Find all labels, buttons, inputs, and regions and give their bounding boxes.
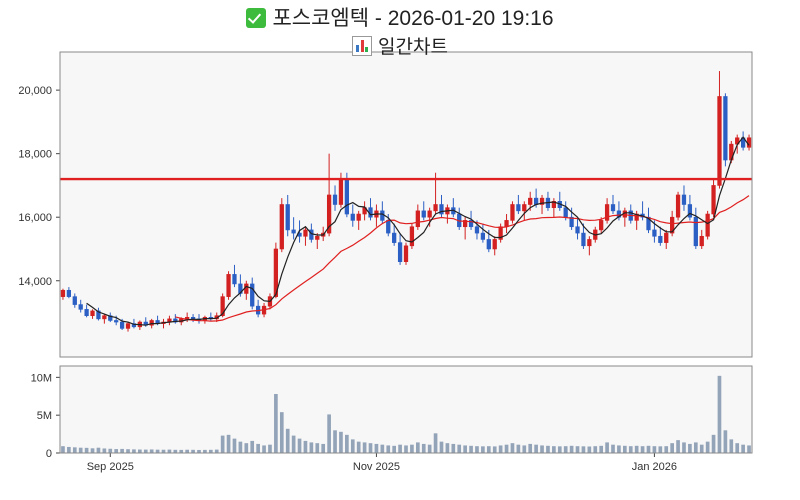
- bar-chart-icon: [352, 36, 373, 62]
- x-axis-tick-label: Nov 2025: [353, 461, 400, 473]
- price-axis-tick-label: 16,000: [18, 212, 52, 224]
- volume-axis-tick-label: 5M: [37, 410, 52, 422]
- volume-axis-tick-label: 0: [46, 448, 52, 460]
- price-axis-tick-label: 14,000: [18, 276, 52, 288]
- page-subtitle: 일간차트: [0, 32, 800, 62]
- price-axis-tick-label: 20,000: [18, 85, 52, 97]
- title-text: 포스코엠텍 - 2026-01-20 19:16: [272, 7, 554, 30]
- green-check-icon: [246, 8, 267, 34]
- price-axis-tick-label: 18,000: [18, 149, 52, 161]
- x-axis-tick-label: Sep 2025: [87, 461, 134, 473]
- subtitle-text: 일간차트: [378, 37, 448, 58]
- x-axis-tick-label: Jan 2026: [632, 461, 677, 473]
- page-title: 포스코엠텍 - 2026-01-20 19:16: [0, 2, 800, 34]
- volume-axis-tick-label: 10M: [31, 372, 52, 384]
